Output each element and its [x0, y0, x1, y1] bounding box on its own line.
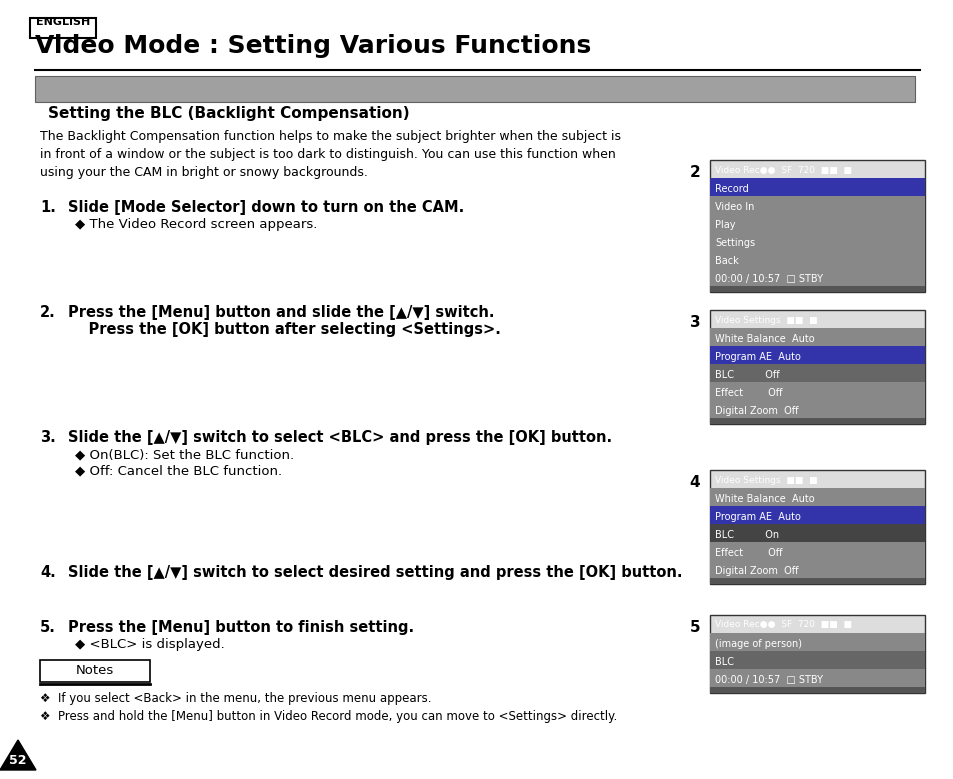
Text: Effect        Off: Effect Off	[714, 388, 781, 398]
Text: (image of person): (image of person)	[714, 639, 801, 649]
Text: BLC: BLC	[714, 657, 733, 667]
Text: Program AE  Auto: Program AE Auto	[714, 512, 800, 522]
Text: Settings: Settings	[714, 238, 755, 248]
Text: Digital Zoom  Off: Digital Zoom Off	[714, 406, 798, 416]
Text: 2: 2	[689, 165, 700, 180]
Bar	[709, 382, 924, 400]
Bar	[709, 250, 924, 268]
Text: 3: 3	[689, 315, 700, 330]
Bar	[709, 178, 924, 196]
Bar	[709, 406, 924, 424]
Text: Video Settings  ■■  ■: Video Settings ■■ ■	[714, 315, 817, 325]
Text: ❖  If you select <Back> in the menu, the previous menu appears.: ❖ If you select <Back> in the menu, the …	[40, 692, 431, 705]
Text: White Balance  Auto: White Balance Auto	[714, 494, 814, 504]
Text: 4: 4	[689, 475, 700, 490]
Bar	[709, 506, 924, 524]
Text: 4.: 4.	[40, 565, 55, 580]
Text: Video Rec●●  SF  720  ■■  ■: Video Rec●● SF 720 ■■ ■	[714, 165, 851, 174]
Text: Video Settings  ■■  ■: Video Settings ■■ ■	[714, 475, 817, 485]
Text: Digital Zoom  Off: Digital Zoom Off	[714, 566, 798, 576]
Text: 5: 5	[689, 620, 700, 635]
Text: 1.: 1.	[40, 200, 56, 215]
Bar	[709, 274, 924, 292]
Text: BLC          On: BLC On	[714, 530, 779, 540]
Text: ◆ The Video Record screen appears.: ◆ The Video Record screen appears.	[75, 218, 317, 231]
Bar	[709, 669, 924, 687]
Bar	[709, 524, 924, 542]
Text: Video In: Video In	[714, 202, 754, 212]
Text: 52: 52	[10, 753, 27, 767]
Text: 00:00 / 10:57  □ STBY: 00:00 / 10:57 □ STBY	[714, 675, 822, 685]
Bar	[709, 566, 924, 584]
Text: Setting the BLC (Backlight Compensation): Setting the BLC (Backlight Compensation)	[48, 105, 409, 121]
Text: ◆ Off: Cancel the BLC function.: ◆ Off: Cancel the BLC function.	[75, 464, 282, 477]
Bar	[709, 651, 924, 669]
Polygon shape	[0, 740, 36, 770]
Bar	[709, 196, 924, 214]
Text: Press the [Menu] button and slide the [▲/▼] switch.
    Press the [OK] button af: Press the [Menu] button and slide the [▲…	[68, 305, 500, 337]
Text: White Balance  Auto: White Balance Auto	[714, 334, 814, 344]
Bar	[709, 675, 924, 693]
Text: ◆ On(BLC): Set the BLC function.: ◆ On(BLC): Set the BLC function.	[75, 448, 294, 461]
Bar	[709, 346, 924, 364]
Bar	[35, 76, 914, 102]
Bar	[40, 660, 150, 682]
Bar	[709, 328, 924, 346]
Text: 5.: 5.	[40, 620, 56, 635]
Text: BLC          Off: BLC Off	[714, 370, 779, 380]
Text: Video Mode : Setting Various Functions: Video Mode : Setting Various Functions	[35, 34, 591, 58]
Bar	[709, 400, 924, 418]
Text: Slide the [▲/▼] switch to select <BLC> and press the [OK] button.: Slide the [▲/▼] switch to select <BLC> a…	[68, 430, 612, 445]
Text: ◆ <BLC> is displayed.: ◆ <BLC> is displayed.	[75, 638, 225, 651]
Bar	[709, 615, 924, 693]
Text: Press the [Menu] button to finish setting.: Press the [Menu] button to finish settin…	[68, 620, 414, 635]
Text: 00:00 / 10:57  □ STBY: 00:00 / 10:57 □ STBY	[714, 274, 822, 284]
Bar	[709, 214, 924, 232]
Bar	[709, 232, 924, 250]
Bar	[709, 633, 924, 651]
Bar	[709, 488, 924, 506]
Bar	[709, 560, 924, 578]
Text: Notes: Notes	[76, 664, 114, 676]
Text: Video Rec●●  SF  720  ■■  ■: Video Rec●● SF 720 ■■ ■	[714, 621, 851, 629]
Bar	[709, 470, 924, 584]
Text: Play: Play	[714, 220, 735, 230]
Bar	[709, 364, 924, 382]
Bar	[709, 542, 924, 560]
Text: Slide the [▲/▼] switch to select desired setting and press the [OK] button.: Slide the [▲/▼] switch to select desired…	[68, 565, 681, 580]
Text: Back: Back	[714, 256, 738, 266]
Text: Record: Record	[714, 184, 748, 194]
Bar	[709, 310, 924, 424]
FancyBboxPatch shape	[30, 18, 96, 38]
Bar	[709, 160, 924, 292]
Text: The Backlight Compensation function helps to make the subject brighter when the : The Backlight Compensation function help…	[40, 130, 620, 179]
Text: ENGLISH: ENGLISH	[36, 17, 90, 27]
Text: 2.: 2.	[40, 305, 55, 320]
Text: Program AE  Auto: Program AE Auto	[714, 352, 800, 362]
Bar	[709, 268, 924, 286]
Text: ❖  Press and hold the [Menu] button in Video Record mode, you can move to <Setti: ❖ Press and hold the [Menu] button in Vi…	[40, 710, 617, 723]
Text: 3.: 3.	[40, 430, 55, 445]
Text: Effect        Off: Effect Off	[714, 548, 781, 558]
Text: Slide [Mode Selector] down to turn on the CAM.: Slide [Mode Selector] down to turn on th…	[68, 200, 464, 215]
